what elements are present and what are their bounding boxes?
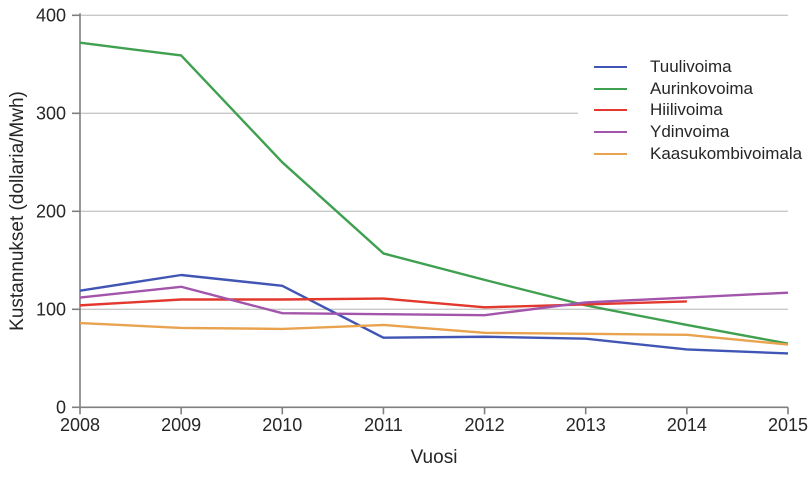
legend-swatch-ydinvoima — [594, 130, 627, 133]
legend-swatch-hiilivoima — [594, 109, 627, 112]
y-tick-label-200: 200 — [36, 201, 66, 221]
legend-item-ydinvoima: Ydinvoima — [578, 121, 806, 143]
x-axis-title: Vuosi — [410, 447, 458, 468]
legend-item-hiilivoima: Hiilivoima — [578, 99, 806, 121]
legend-item-aurinkovoima: Aurinkovoima — [578, 78, 806, 100]
legend-label: Hiilivoima — [650, 100, 723, 120]
x-tick-label-2015: 2015 — [768, 415, 808, 435]
x-tick-label-2010: 2010 — [262, 415, 302, 435]
x-tick-label-2009: 2009 — [161, 415, 201, 435]
legend-label: Ydinvoima — [650, 121, 730, 141]
x-tick-label-2012: 2012 — [465, 415, 505, 435]
series-line-ydinvoima — [79, 285, 789, 317]
legend-swatch-tuulivoima — [594, 65, 627, 68]
x-tick-label-2014: 2014 — [667, 415, 707, 435]
y-tick-label-300: 300 — [36, 103, 66, 123]
y-tick-label-100: 100 — [36, 299, 66, 319]
series-line-kaasukombivoimala — [79, 321, 789, 346]
legend: Tuulivoima Aurinkovoima Hiilivoima Ydinvoim… — [578, 56, 806, 165]
x-tick-label-2008: 2008 — [60, 415, 100, 435]
y-axis-title: Kustannukset (dollaria/Mwh) — [7, 91, 28, 331]
legend-swatch-kaasukombivoimala — [594, 152, 627, 155]
x-tick-label-2011: 2011 — [364, 415, 403, 435]
legend-item-tuulivoima: Tuulivoima — [578, 56, 806, 78]
legend-label: Tuulivoima — [650, 56, 732, 76]
series-line-tuulivoima — [79, 273, 789, 355]
legend-swatch-aurinkovoima — [594, 87, 627, 90]
series-line-hiilivoima — [79, 297, 687, 309]
y-tick-label-0: 0 — [56, 397, 66, 417]
x-tick-label-2013: 2013 — [566, 415, 606, 435]
y-tick-label-400: 400 — [36, 5, 66, 25]
series-line-aurinkovoima — [79, 41, 789, 345]
legend-item-kaasukombivoimala: Kaasukombivoimala — [578, 143, 806, 165]
legend-label: Aurinkovoima — [650, 78, 753, 98]
legend-label: Kaasukombivoimala — [650, 143, 803, 163]
